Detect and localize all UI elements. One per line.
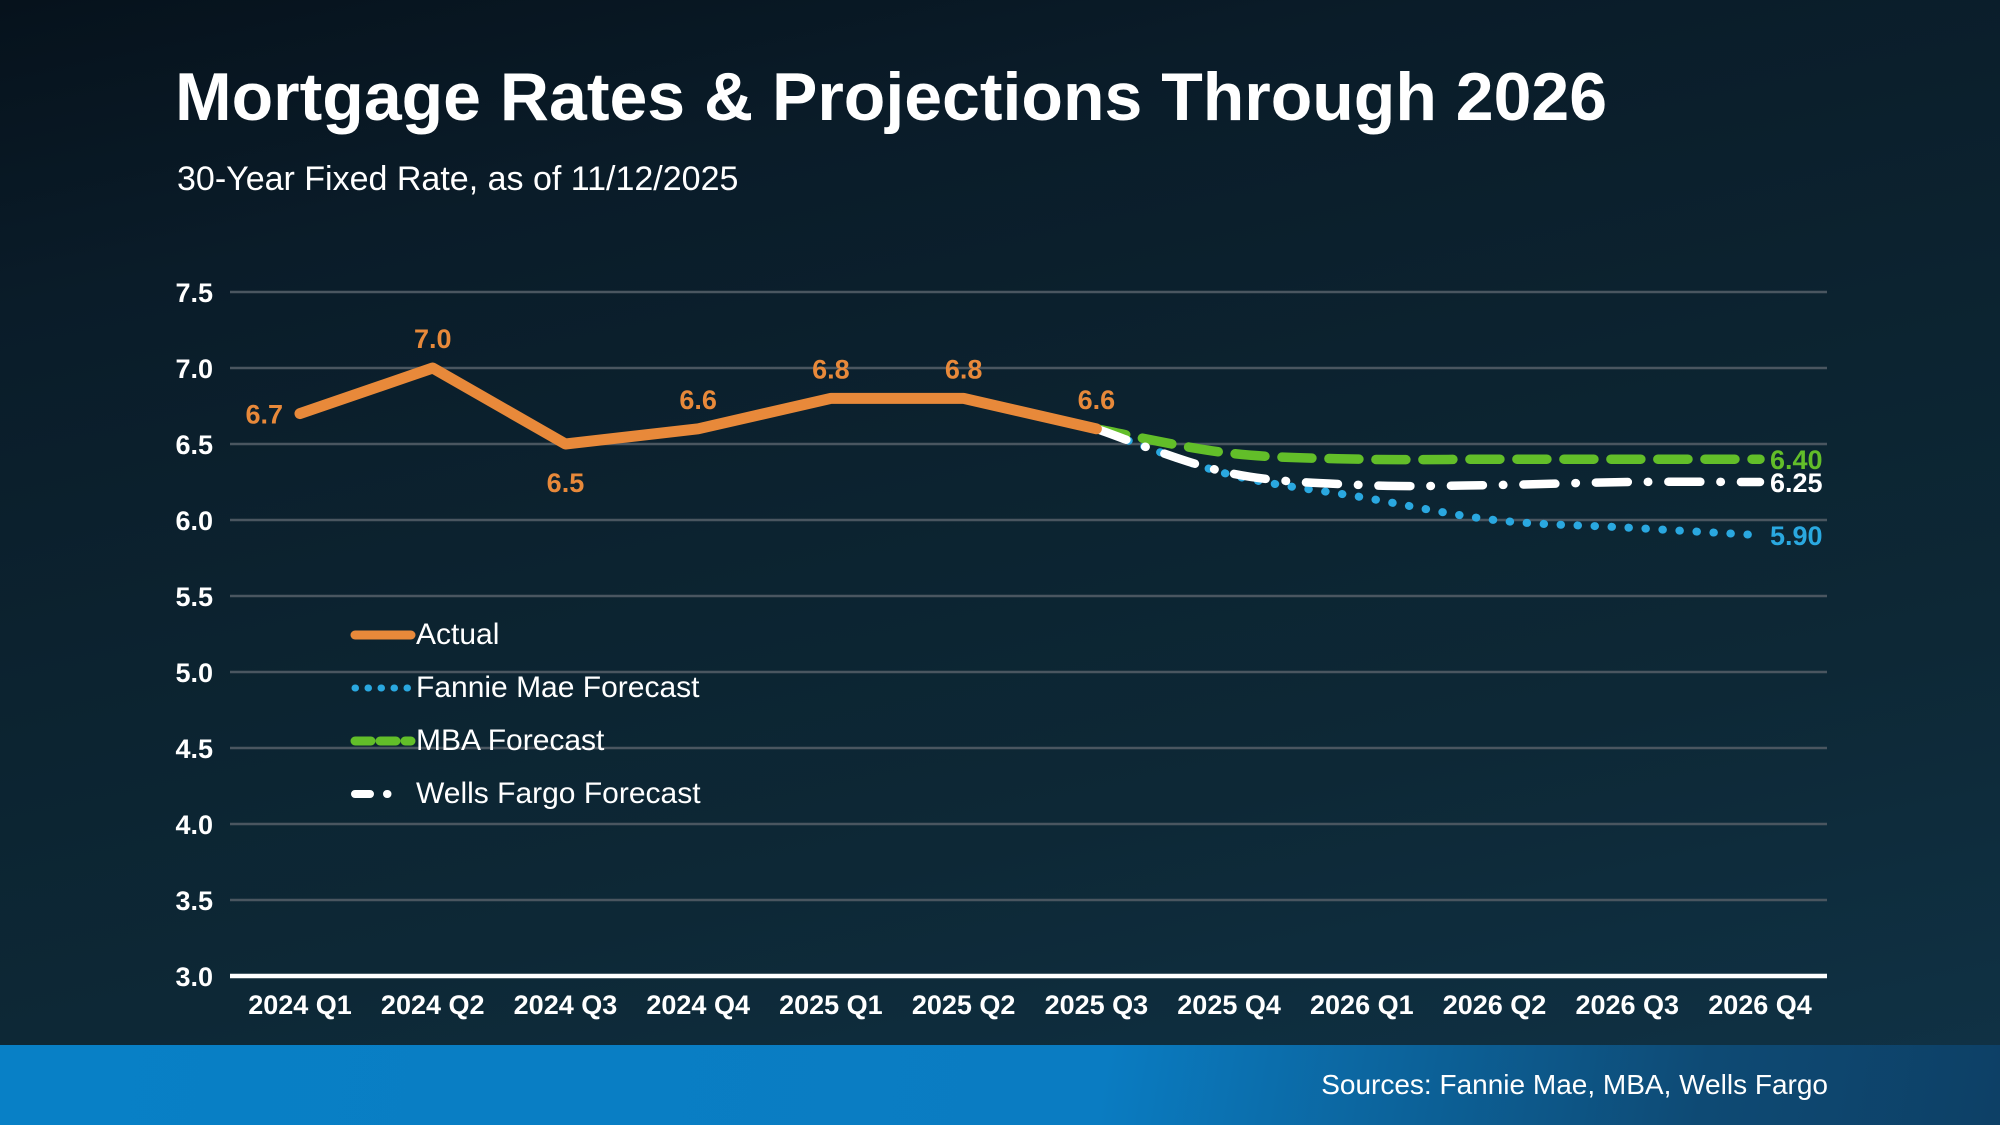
legend-label: Actual (416, 617, 500, 651)
x-axis-label: 2026 Q4 (1708, 990, 1812, 1020)
data-point-label: 6.5 (547, 468, 585, 498)
chart-title: Mortgage Rates & Projections Through 202… (175, 59, 1608, 135)
series-line-mba-forecast (1091, 424, 1765, 465)
legend-label: MBA Forecast (416, 723, 605, 757)
y-axis-label: 6.0 (175, 506, 213, 536)
series-line-actual (294, 362, 1102, 450)
legend-swatch-solid-line-icon (350, 630, 416, 639)
legend-swatch-dotted-line-icon (351, 684, 415, 691)
y-axis-label: 3.0 (175, 962, 213, 992)
y-axis-label: 4.5 (175, 734, 213, 764)
x-axis-label: 2024 Q4 (646, 990, 750, 1020)
x-axis-label: 2025 Q3 (1045, 990, 1149, 1020)
series-end-label-wells-fargo-forecast: 6.25 (1770, 468, 1823, 498)
sources-text: Sources: Fannie Mae, MBA, Wells Fargo (1321, 1069, 1828, 1100)
x-axis-label: 2024 Q1 (248, 990, 352, 1020)
x-axis-label: 2025 Q1 (779, 990, 883, 1020)
y-axis-label: 4.0 (175, 810, 213, 840)
data-point-label: 6.7 (245, 400, 283, 430)
chart-subtitle: 30-Year Fixed Rate, as of 11/12/2025 (177, 160, 739, 198)
legend-item-wells-fargo-forecast: Wells Fargo Forecast (350, 767, 701, 820)
series-line-wells-fargo-forecast (1092, 424, 1765, 491)
legend-label: Fannie Mae Forecast (416, 670, 700, 704)
data-point-label: 6.8 (812, 354, 850, 384)
x-axis-label: 2025 Q4 (1177, 990, 1281, 1020)
data-point-label: 6.8 (945, 354, 983, 384)
series-line-fannie-mae-forecast (1092, 424, 1764, 540)
legend-item-actual: Actual (350, 608, 701, 661)
series-end-label-fannie-mae-forecast: 5.90 (1770, 521, 1823, 551)
y-axis-label: 5.5 (175, 582, 213, 612)
x-axis-label: 2025 Q2 (912, 990, 1016, 1020)
x-axis-label: 2026 Q2 (1443, 990, 1547, 1020)
x-axis-label: 2024 Q2 (381, 990, 485, 1020)
chart-legend: Actual Fannie Mae Forecast MBA Forecast Wel… (350, 608, 701, 820)
legend-item-fannie-mae-forecast: Fannie Mae Forecast (350, 661, 701, 714)
footer-bar: Sources: Fannie Mae, MBA, Wells Fargo (0, 1045, 2000, 1125)
x-axis-label: 2026 Q3 (1575, 990, 1679, 1020)
x-axis-label: 2024 Q3 (514, 990, 618, 1020)
legend-swatch-dashed-line-icon (350, 736, 416, 745)
y-axis-label: 7.0 (175, 354, 213, 384)
data-point-label: 6.6 (1078, 385, 1116, 415)
y-axis-label: 3.5 (175, 886, 213, 916)
legend-item-mba-forecast: MBA Forecast (350, 714, 701, 767)
legend-swatch-dashdot-line-icon (351, 789, 415, 798)
legend-label: Wells Fargo Forecast (416, 776, 701, 810)
data-point-label: 6.6 (679, 385, 717, 415)
y-axis-label: 7.5 (175, 278, 213, 308)
y-axis-label: 6.5 (175, 430, 213, 460)
series-end-label-mba-forecast: 6.40 (1770, 445, 1823, 475)
data-point-label: 7.0 (414, 324, 452, 354)
x-axis-label: 2026 Q1 (1310, 990, 1414, 1020)
y-axis-label: 5.0 (175, 658, 213, 688)
